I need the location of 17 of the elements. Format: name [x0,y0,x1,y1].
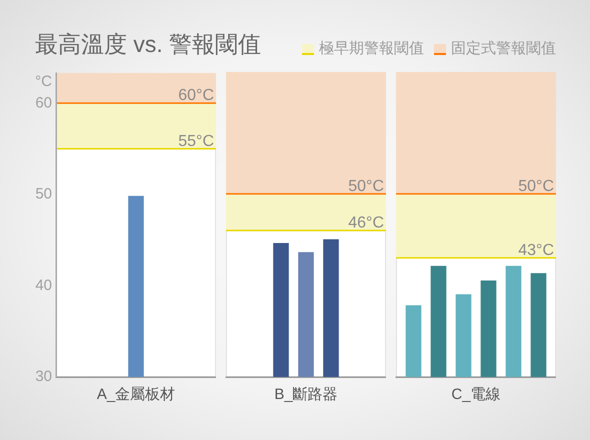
ref-line-label: 50°C [518,178,554,195]
x-axis-title: C_電線 [451,386,501,404]
ref-line-label: 55°C [178,132,214,150]
y-tick-label: 50 [35,186,52,203]
y-tick-label: 30 [35,368,52,386]
chart-title: 最高溫度 vs. 警報閾值 [35,30,262,58]
ref-line-label: 60°C [178,87,214,104]
x-axis-title: B_斷路器 [274,386,338,404]
ref-line-label: 46°C [348,214,384,232]
y-tick-label: 60 [35,94,52,112]
ref-line-label: 50°C [348,178,384,195]
legend-label: 固定式警報閾值 [451,40,556,58]
legend-label: 極早期警報閾值 [319,40,424,58]
y-axis-title: °C [35,73,52,90]
x-axis-title: A_金屬板材 [96,386,176,404]
ref-line-label: 43°C [518,242,554,259]
y-tick-label: 40 [35,276,52,294]
